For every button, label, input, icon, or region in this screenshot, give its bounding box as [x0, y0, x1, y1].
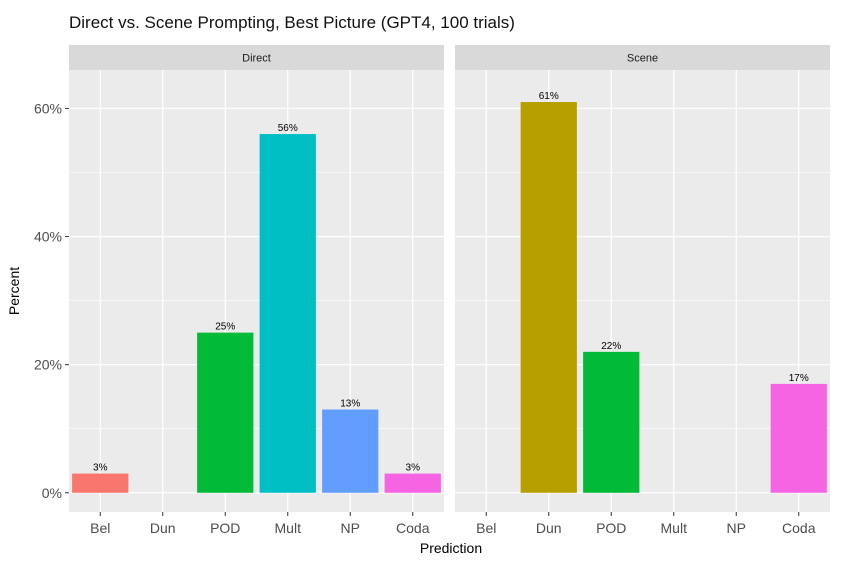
- data-label-direct-bel: 3%: [93, 463, 108, 474]
- x-tick-label: Mult: [275, 520, 302, 536]
- data-label-direct-mult: 56%: [278, 123, 298, 134]
- y-tick-label: 0%: [42, 485, 62, 501]
- y-tick-label: 20%: [34, 357, 62, 373]
- x-tick-label: Bel: [476, 520, 496, 536]
- x-tick-label: POD: [210, 520, 240, 536]
- bar-direct-pod: [197, 332, 254, 493]
- x-tick-label: Coda: [782, 520, 816, 536]
- bar-scene-pod: [583, 351, 640, 493]
- x-tick-label: Dun: [150, 520, 176, 536]
- bar-direct-coda: [384, 473, 441, 493]
- bar-direct-mult: [259, 134, 316, 493]
- x-tick-label: Dun: [536, 520, 562, 536]
- x-tick-label: Bel: [90, 520, 110, 536]
- y-tick-label: 40%: [34, 229, 62, 245]
- x-tick-label: NP: [341, 520, 360, 536]
- facet-strip: [69, 45, 444, 70]
- x-axis-title: Prediction: [420, 540, 482, 556]
- panel-background: [69, 70, 444, 512]
- bar-direct-bel: [72, 473, 129, 493]
- x-tick-label: NP: [727, 520, 746, 536]
- y-axis-title: Percent: [6, 267, 22, 315]
- facet-panel-direct: Direct 3% 25% 56% 13% 3% Bel Dun POD Mult NP Coda: [69, 45, 444, 536]
- data-label-scene-pod: 22%: [601, 341, 621, 352]
- facet-strip: [455, 45, 830, 70]
- panel-background: [455, 70, 830, 512]
- x-tick-label: Mult: [661, 520, 688, 536]
- data-label-direct-np: 13%: [340, 399, 360, 410]
- data-label-scene-dun: 61%: [539, 91, 559, 102]
- x-tick-label: Coda: [396, 520, 430, 536]
- x-tick-label: POD: [596, 520, 626, 536]
- bar-direct-np: [322, 409, 379, 493]
- data-label-scene-coda: 17%: [789, 373, 809, 384]
- y-axis: 0% 20% 40% 60%: [34, 100, 69, 501]
- facet-strip-label: Direct: [242, 53, 271, 65]
- bar-scene-coda: [770, 383, 827, 493]
- data-label-direct-coda: 3%: [406, 463, 421, 474]
- y-tick-label: 60%: [34, 100, 62, 116]
- facet-panel-scene: Scene 61% 22% 17% Bel Dun POD Mult NP Coda: [455, 45, 830, 536]
- data-label-direct-pod: 25%: [215, 322, 235, 333]
- bar-scene-dun: [520, 102, 577, 493]
- chart-title: Direct vs. Scene Prompting, Best Picture…: [69, 13, 515, 32]
- facet-strip-label: Scene: [627, 53, 658, 65]
